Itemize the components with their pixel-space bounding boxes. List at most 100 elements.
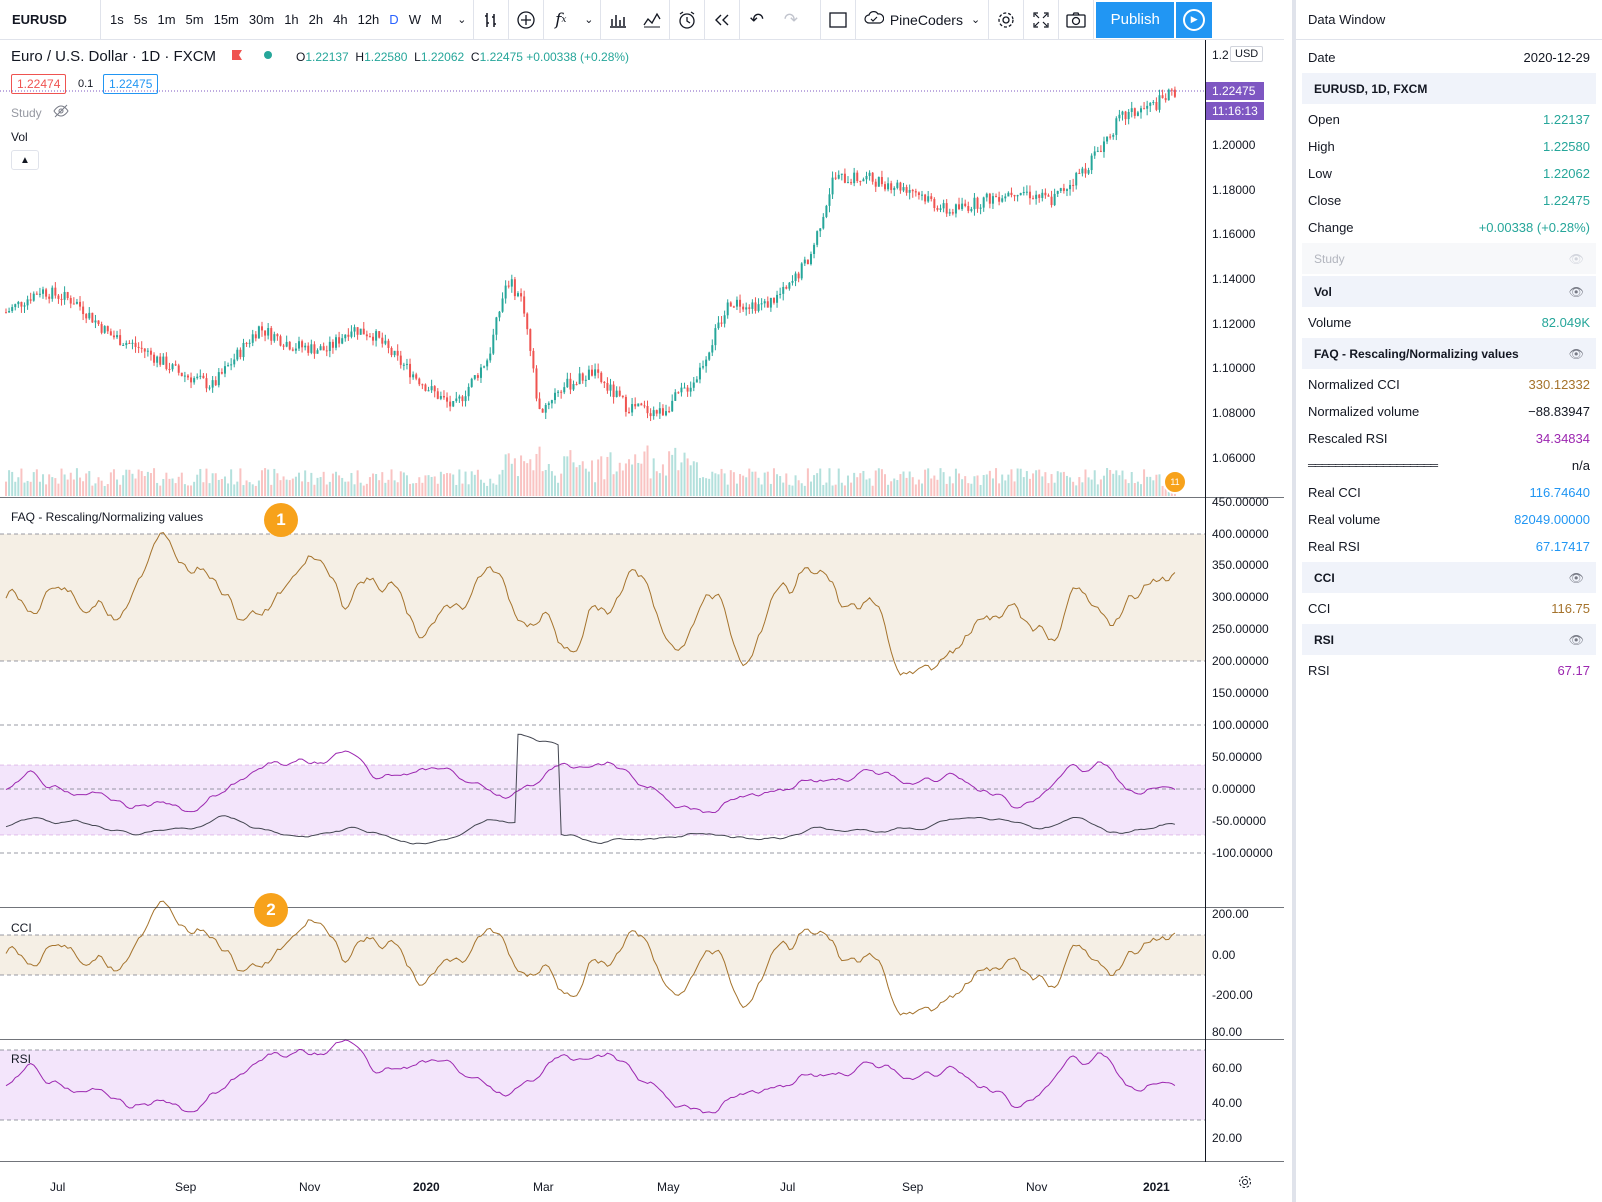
- interval-5m[interactable]: 5m: [185, 12, 204, 27]
- financials-icon[interactable]: [601, 0, 635, 40]
- interval-1h[interactable]: 1h: [284, 12, 299, 27]
- interval-dropdown-chevron-icon[interactable]: ⌄: [457, 14, 467, 26]
- market-status-icon[interactable]: [264, 51, 272, 59]
- candle-body: [973, 197, 976, 210]
- publish-play-button[interactable]: ▶: [1176, 1, 1213, 38]
- volume-bar: [495, 484, 498, 496]
- volume-bar: [103, 485, 106, 496]
- candle-body: [350, 331, 353, 337]
- candle-body: [75, 301, 78, 304]
- currency-tag[interactable]: USD: [1230, 46, 1264, 62]
- candle-body: [301, 341, 304, 348]
- volume-bar: [587, 471, 590, 496]
- volume-bar: [149, 473, 152, 496]
- candle-body: [964, 203, 967, 206]
- symbol-search-button[interactable]: EURUSD: [12, 12, 67, 27]
- compare-add-icon[interactable]: [509, 0, 543, 40]
- interval-1m[interactable]: 1m: [157, 12, 176, 27]
- volume-bar: [1010, 469, 1013, 496]
- volume-bar: [717, 474, 720, 496]
- candle-body: [584, 379, 587, 381]
- volume-bar: [553, 475, 556, 496]
- interval-group: 1s 5s 1m 5m 15m 30m 1h 2h 4h 12h D W M: [101, 0, 451, 40]
- volume-bar: [927, 468, 930, 496]
- pane-separator[interactable]: [0, 1039, 1284, 1040]
- interval-M[interactable]: M: [430, 12, 442, 27]
- layout-account-button[interactable]: PineCoders ⌄: [856, 0, 988, 40]
- volume-bar: [60, 468, 63, 496]
- bar-style-icon[interactable]: [474, 0, 508, 40]
- templates-icon[interactable]: [635, 0, 669, 40]
- pane-separator[interactable]: [0, 907, 1284, 908]
- volume-bar: [726, 484, 729, 496]
- candle-body: [606, 382, 609, 391]
- candle-body: [831, 177, 834, 195]
- interval-1s[interactable]: 1s: [110, 12, 124, 27]
- rsi-pane-title[interactable]: RSI: [11, 1052, 32, 1066]
- volume-bar: [236, 481, 239, 496]
- chart-canvas[interactable]: [0, 0, 1205, 1162]
- toolbar-divider: [819, 0, 821, 40]
- interval-12h[interactable]: 12h: [357, 12, 380, 27]
- vol-legend-label[interactable]: Vol: [11, 130, 28, 144]
- fullscreen-rect-icon[interactable]: [821, 0, 855, 40]
- flag-icon[interactable]: [232, 50, 242, 60]
- timezone-badge-icon[interactable]: 11: [1163, 470, 1187, 494]
- undo-icon[interactable]: ↶: [749, 9, 764, 29]
- eye-icon[interactable]: 👁: [1568, 632, 1584, 647]
- pane-separator[interactable]: [0, 497, 1284, 498]
- axis-tick-label: 1.18000: [1212, 183, 1256, 197]
- candle-body: [1121, 111, 1124, 115]
- eye-icon[interactable]: 👁: [1568, 251, 1584, 266]
- candle-body: [325, 350, 328, 352]
- indicators-dropdown-icon[interactable]: ⌄: [584, 14, 594, 26]
- candle-body: [242, 342, 245, 358]
- volume-bar: [446, 473, 449, 496]
- cci-pane-title[interactable]: CCI: [11, 921, 32, 935]
- candle-body: [788, 282, 791, 289]
- axis-tick-label: 450.00000: [1212, 495, 1269, 509]
- interval-W[interactable]: W: [408, 12, 421, 27]
- interval-30m[interactable]: 30m: [248, 12, 275, 27]
- toolbar-divider: [542, 0, 544, 40]
- candle-body: [396, 350, 399, 356]
- candle-body: [1127, 111, 1130, 120]
- axis-settings-gear-icon[interactable]: [1205, 1162, 1284, 1202]
- candle-body: [270, 328, 273, 341]
- faq-pane-title[interactable]: FAQ - Rescaling/Normalizing values: [11, 510, 204, 524]
- collapse-legend-button[interactable]: ▲: [11, 150, 39, 170]
- row-value: 1.22137: [1543, 112, 1590, 127]
- volume-bar: [498, 474, 501, 496]
- volume-bar: [961, 479, 964, 496]
- price-axis[interactable]: [1205, 40, 1284, 1162]
- candle-body: [840, 173, 843, 175]
- publish-button[interactable]: Publish: [1096, 1, 1175, 38]
- settings-gear-icon[interactable]: [989, 0, 1023, 40]
- interval-2h[interactable]: 2h: [308, 12, 324, 27]
- camera-snapshot-icon[interactable]: [1059, 0, 1093, 40]
- replay-icon[interactable]: [705, 0, 739, 40]
- eye-icon[interactable]: 👁: [1568, 570, 1584, 585]
- ask-price-box[interactable]: 1.22475: [103, 74, 159, 94]
- volume-bar: [951, 483, 954, 496]
- volume-bar: [1099, 479, 1102, 496]
- bid-price-box[interactable]: 1.22474: [11, 74, 67, 94]
- volume-bar: [628, 459, 631, 496]
- eye-icon[interactable]: 👁: [1568, 284, 1584, 299]
- interval-D[interactable]: D: [389, 12, 399, 27]
- fullscreen-expand-icon[interactable]: [1024, 0, 1058, 40]
- volume-bar: [1075, 485, 1078, 496]
- hidden-eye-icon[interactable]: [53, 104, 69, 121]
- study-legend-label[interactable]: Study: [11, 106, 42, 120]
- interval-15m[interactable]: 15m: [213, 12, 239, 27]
- chart-legend-title[interactable]: Euro / U.S. Dollar · 1D · FXCM: [11, 48, 217, 65]
- interval-4h[interactable]: 4h: [333, 12, 348, 27]
- candle-body: [538, 398, 541, 409]
- candle-body: [418, 378, 421, 385]
- redo-icon[interactable]: ↷: [783, 9, 798, 29]
- alert-clock-icon[interactable]: [670, 0, 704, 40]
- volume-bar: [1136, 481, 1139, 496]
- eye-icon[interactable]: 👁: [1568, 346, 1584, 361]
- interval-5s[interactable]: 5s: [133, 12, 148, 27]
